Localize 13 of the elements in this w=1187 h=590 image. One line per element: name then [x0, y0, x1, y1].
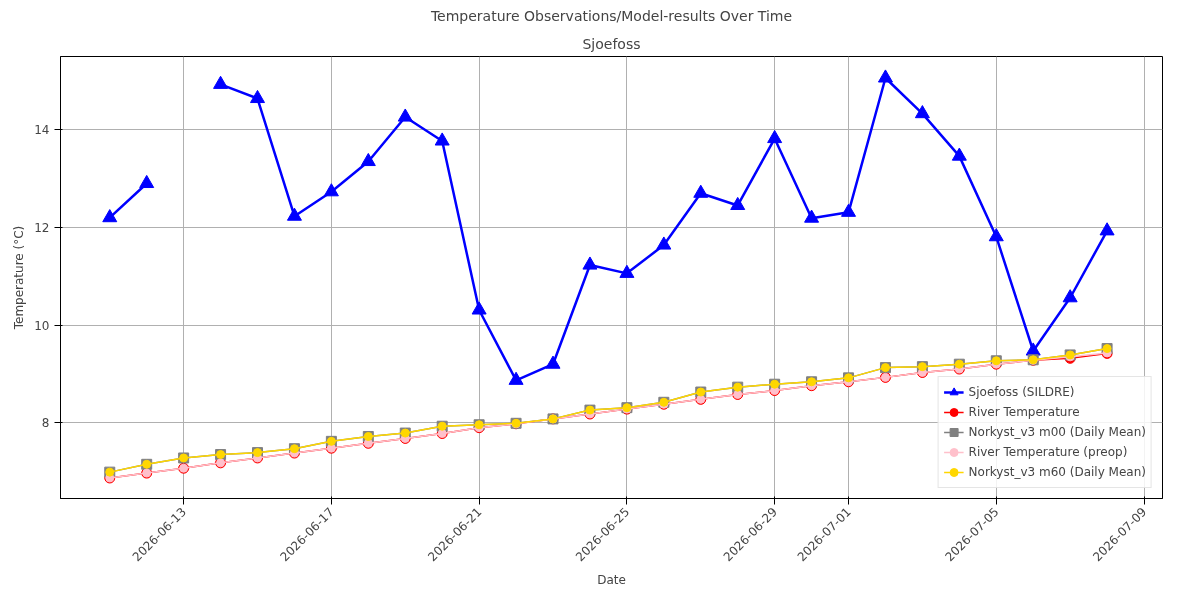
chart-subtitle: Sjoefoss — [582, 35, 641, 52]
y-tick-label: 8 — [41, 416, 50, 431]
y-tick-label: 14 — [34, 123, 50, 138]
legend-label: River Temperature — [968, 405, 1080, 419]
y-tick-label: 12 — [34, 220, 50, 235]
chart-title: Temperature Observations/Model-results Over Time — [429, 7, 793, 24]
y-axis-title: Temperature (°C) — [12, 225, 27, 331]
y-tick-label: 10 — [34, 318, 50, 333]
legend-label: Norkyst_v3 m00 (Daily Mean) — [968, 425, 1146, 439]
legend-label: Sjoefoss (SILDRE) — [968, 385, 1075, 399]
x-axis-title: Date — [597, 573, 626, 588]
legend-label: River Temperature (preop) — [968, 445, 1128, 459]
legend-label: Norkyst_v3 m60 (Daily Mean) — [968, 465, 1146, 479]
